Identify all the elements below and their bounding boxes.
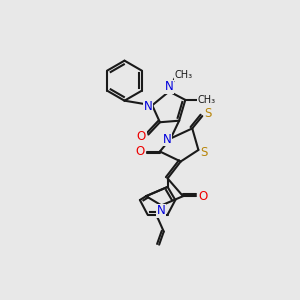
Text: N: N — [163, 133, 171, 146]
Text: O: O — [198, 190, 208, 203]
Text: S: S — [200, 146, 208, 159]
Text: O: O — [137, 130, 146, 143]
Text: CH₃: CH₃ — [198, 95, 216, 105]
Text: S: S — [205, 107, 212, 120]
Text: N: N — [157, 204, 166, 217]
Text: N: N — [144, 100, 153, 112]
Text: CH₃: CH₃ — [175, 70, 193, 80]
Text: N: N — [165, 80, 173, 93]
Text: O: O — [135, 145, 145, 158]
